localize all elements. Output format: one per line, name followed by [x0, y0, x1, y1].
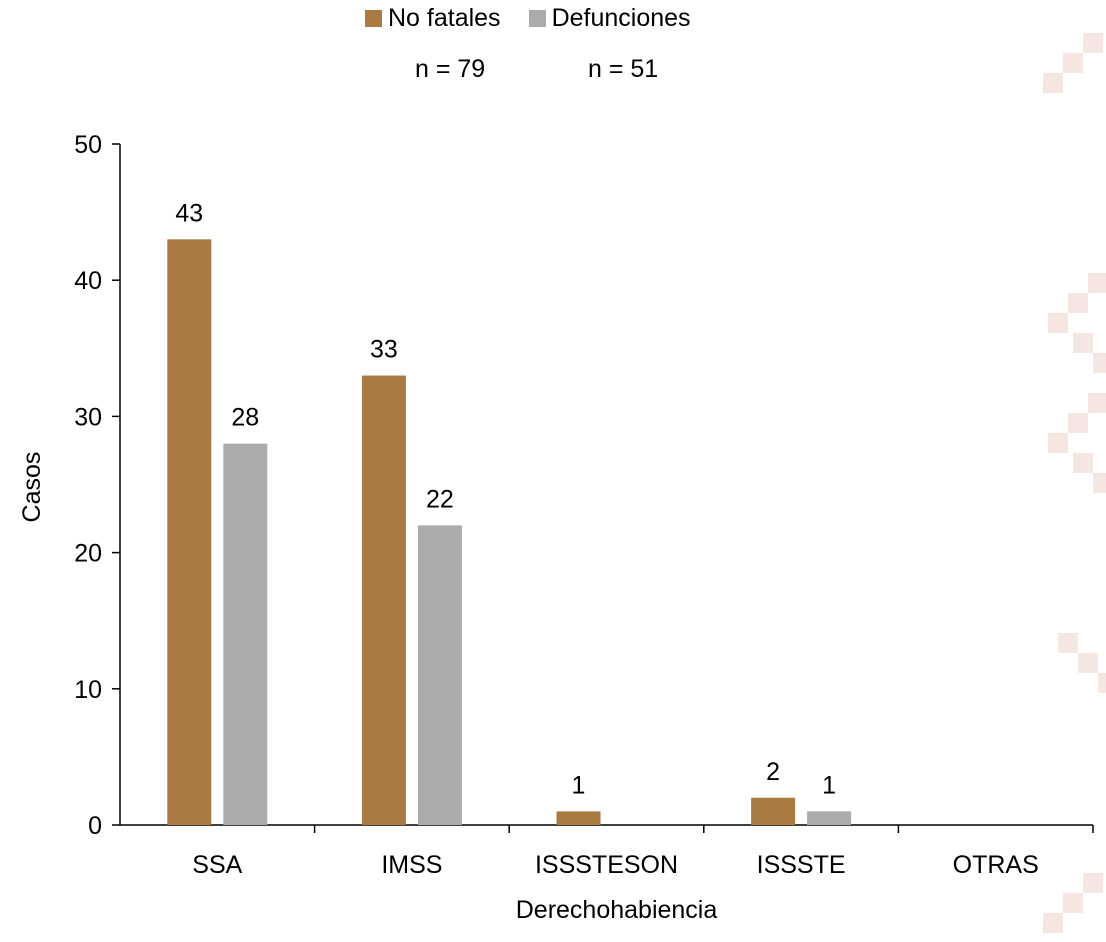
watermark-square [1073, 333, 1093, 353]
watermark-square [1048, 313, 1068, 333]
watermark-square [1083, 33, 1103, 53]
watermark-square [1098, 673, 1106, 693]
data-label: 1 [822, 771, 836, 799]
legend-item-no-fatales: No fatales [365, 4, 501, 33]
bar-no-fatales [556, 811, 601, 825]
data-label: 33 [370, 336, 398, 364]
count-no-fatales: n = 79 [415, 55, 486, 83]
bar-defunciones [417, 525, 462, 825]
data-label: 2 [766, 758, 780, 786]
watermark-square [1073, 453, 1093, 473]
data-label: 22 [426, 485, 454, 513]
y-axis-title: Casos [18, 452, 46, 523]
data-label: 43 [175, 199, 203, 227]
legend-label-no-fatales: No fatales [388, 4, 501, 32]
watermark-square [1068, 413, 1088, 433]
bar-defunciones [223, 443, 268, 825]
data-label: 1 [572, 771, 586, 799]
watermark-square [1083, 873, 1103, 893]
bar-defunciones [807, 811, 852, 825]
y-tick-label: 40 [74, 267, 102, 295]
watermark-square [1088, 273, 1106, 293]
watermark-square [1068, 293, 1088, 313]
watermark-square [1093, 353, 1106, 373]
x-tick-label: IMSS [381, 851, 442, 879]
y-tick-label: 30 [74, 403, 102, 431]
y-tick-label: 10 [74, 676, 102, 704]
x-tick-label: ISSSTESON [535, 851, 678, 879]
watermark-square [1048, 433, 1068, 453]
bar-no-fatales [361, 375, 406, 825]
bar-no-fatales [751, 797, 796, 825]
bar-no-fatales [167, 239, 212, 826]
watermark-square [1063, 893, 1083, 913]
x-tick-label: ISSSTE [757, 851, 846, 879]
watermark-square [1078, 653, 1098, 673]
watermark-square [1043, 913, 1063, 933]
x-tick-label: SSA [192, 851, 242, 879]
legend: No fatales Defunciones [365, 4, 719, 33]
y-tick-label: 20 [74, 540, 102, 568]
legend-swatch-defunciones [528, 10, 546, 27]
y-tick-label: 0 [88, 812, 102, 840]
x-axis-title: Derechohabiencia [516, 896, 718, 924]
y-tick-label: 50 [74, 131, 102, 159]
watermark-square [1093, 473, 1106, 493]
legend-label-defunciones: Defunciones [551, 4, 691, 32]
count-defunciones: n = 51 [588, 55, 659, 83]
data-label: 28 [231, 404, 259, 432]
legend-swatch-no-fatales [365, 10, 382, 27]
watermark-square [1058, 633, 1078, 653]
x-tick-label: OTRAS [953, 851, 1039, 879]
watermark-square [1088, 393, 1106, 413]
watermark-square [1063, 53, 1083, 73]
watermark-square [1043, 73, 1063, 93]
legend-item-defunciones: Defunciones [528, 4, 691, 33]
